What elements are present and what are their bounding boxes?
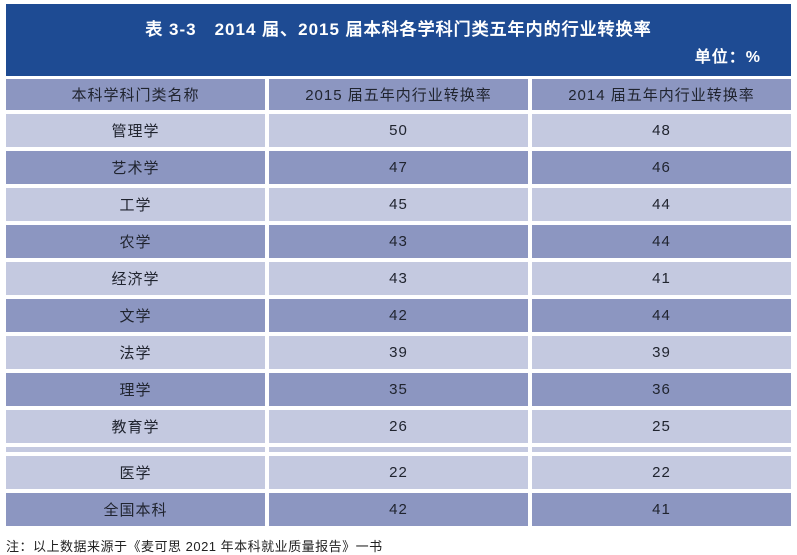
row-label: 医学 (6, 456, 265, 489)
row-value: 42 (269, 493, 528, 526)
row-value: 25 (532, 410, 791, 443)
table-title-band: 表 3-3 2014 届、2015 届本科各学科门类五年内的行业转换率 单位：% (6, 4, 791, 76)
row-value: 22 (269, 456, 528, 489)
row-label: 管理学 (6, 114, 265, 147)
row-value: 41 (532, 493, 791, 526)
row-label: 农学 (6, 225, 265, 258)
section-spacer (532, 447, 791, 452)
data-table: 本科学科门类名称 2015 届五年内行业转换率 2014 届五年内行业转换率管理学 5… (6, 79, 791, 526)
row-value: 39 (269, 336, 528, 369)
row-value: 45 (269, 188, 528, 221)
row-value: 42 (269, 299, 528, 332)
table-title: 表 3-3 2014 届、2015 届本科各学科门类五年内的行业转换率 (145, 20, 652, 39)
row-value: 44 (532, 188, 791, 221)
column-header-2: 2014 届五年内行业转换率 (532, 79, 791, 110)
column-header-1: 2015 届五年内行业转换率 (269, 79, 528, 110)
row-label: 经济学 (6, 262, 265, 295)
row-value: 43 (269, 262, 528, 295)
row-label: 理学 (6, 373, 265, 406)
footnote: 注：以上数据来源于《麦可思 2021 年本科就业质量报告》一书 (6, 539, 383, 554)
row-value: 47 (269, 151, 528, 184)
section-spacer (6, 447, 265, 452)
section-spacer (269, 447, 528, 452)
row-value: 36 (532, 373, 791, 406)
row-label: 全国本科 (6, 493, 265, 526)
row-value: 22 (532, 456, 791, 489)
row-value: 46 (532, 151, 791, 184)
row-value: 44 (532, 299, 791, 332)
row-value: 35 (269, 373, 528, 406)
row-value: 41 (532, 262, 791, 295)
row-label: 艺术学 (6, 151, 265, 184)
row-label: 教育学 (6, 410, 265, 443)
row-value: 48 (532, 114, 791, 147)
column-header-0: 本科学科门类名称 (6, 79, 265, 110)
row-label: 法学 (6, 336, 265, 369)
unit-label: 单位：% (694, 49, 761, 66)
row-label: 工学 (6, 188, 265, 221)
row-label: 文学 (6, 299, 265, 332)
row-value: 50 (269, 114, 528, 147)
row-value: 26 (269, 410, 528, 443)
row-value: 44 (532, 225, 791, 258)
row-value: 43 (269, 225, 528, 258)
row-value: 39 (532, 336, 791, 369)
